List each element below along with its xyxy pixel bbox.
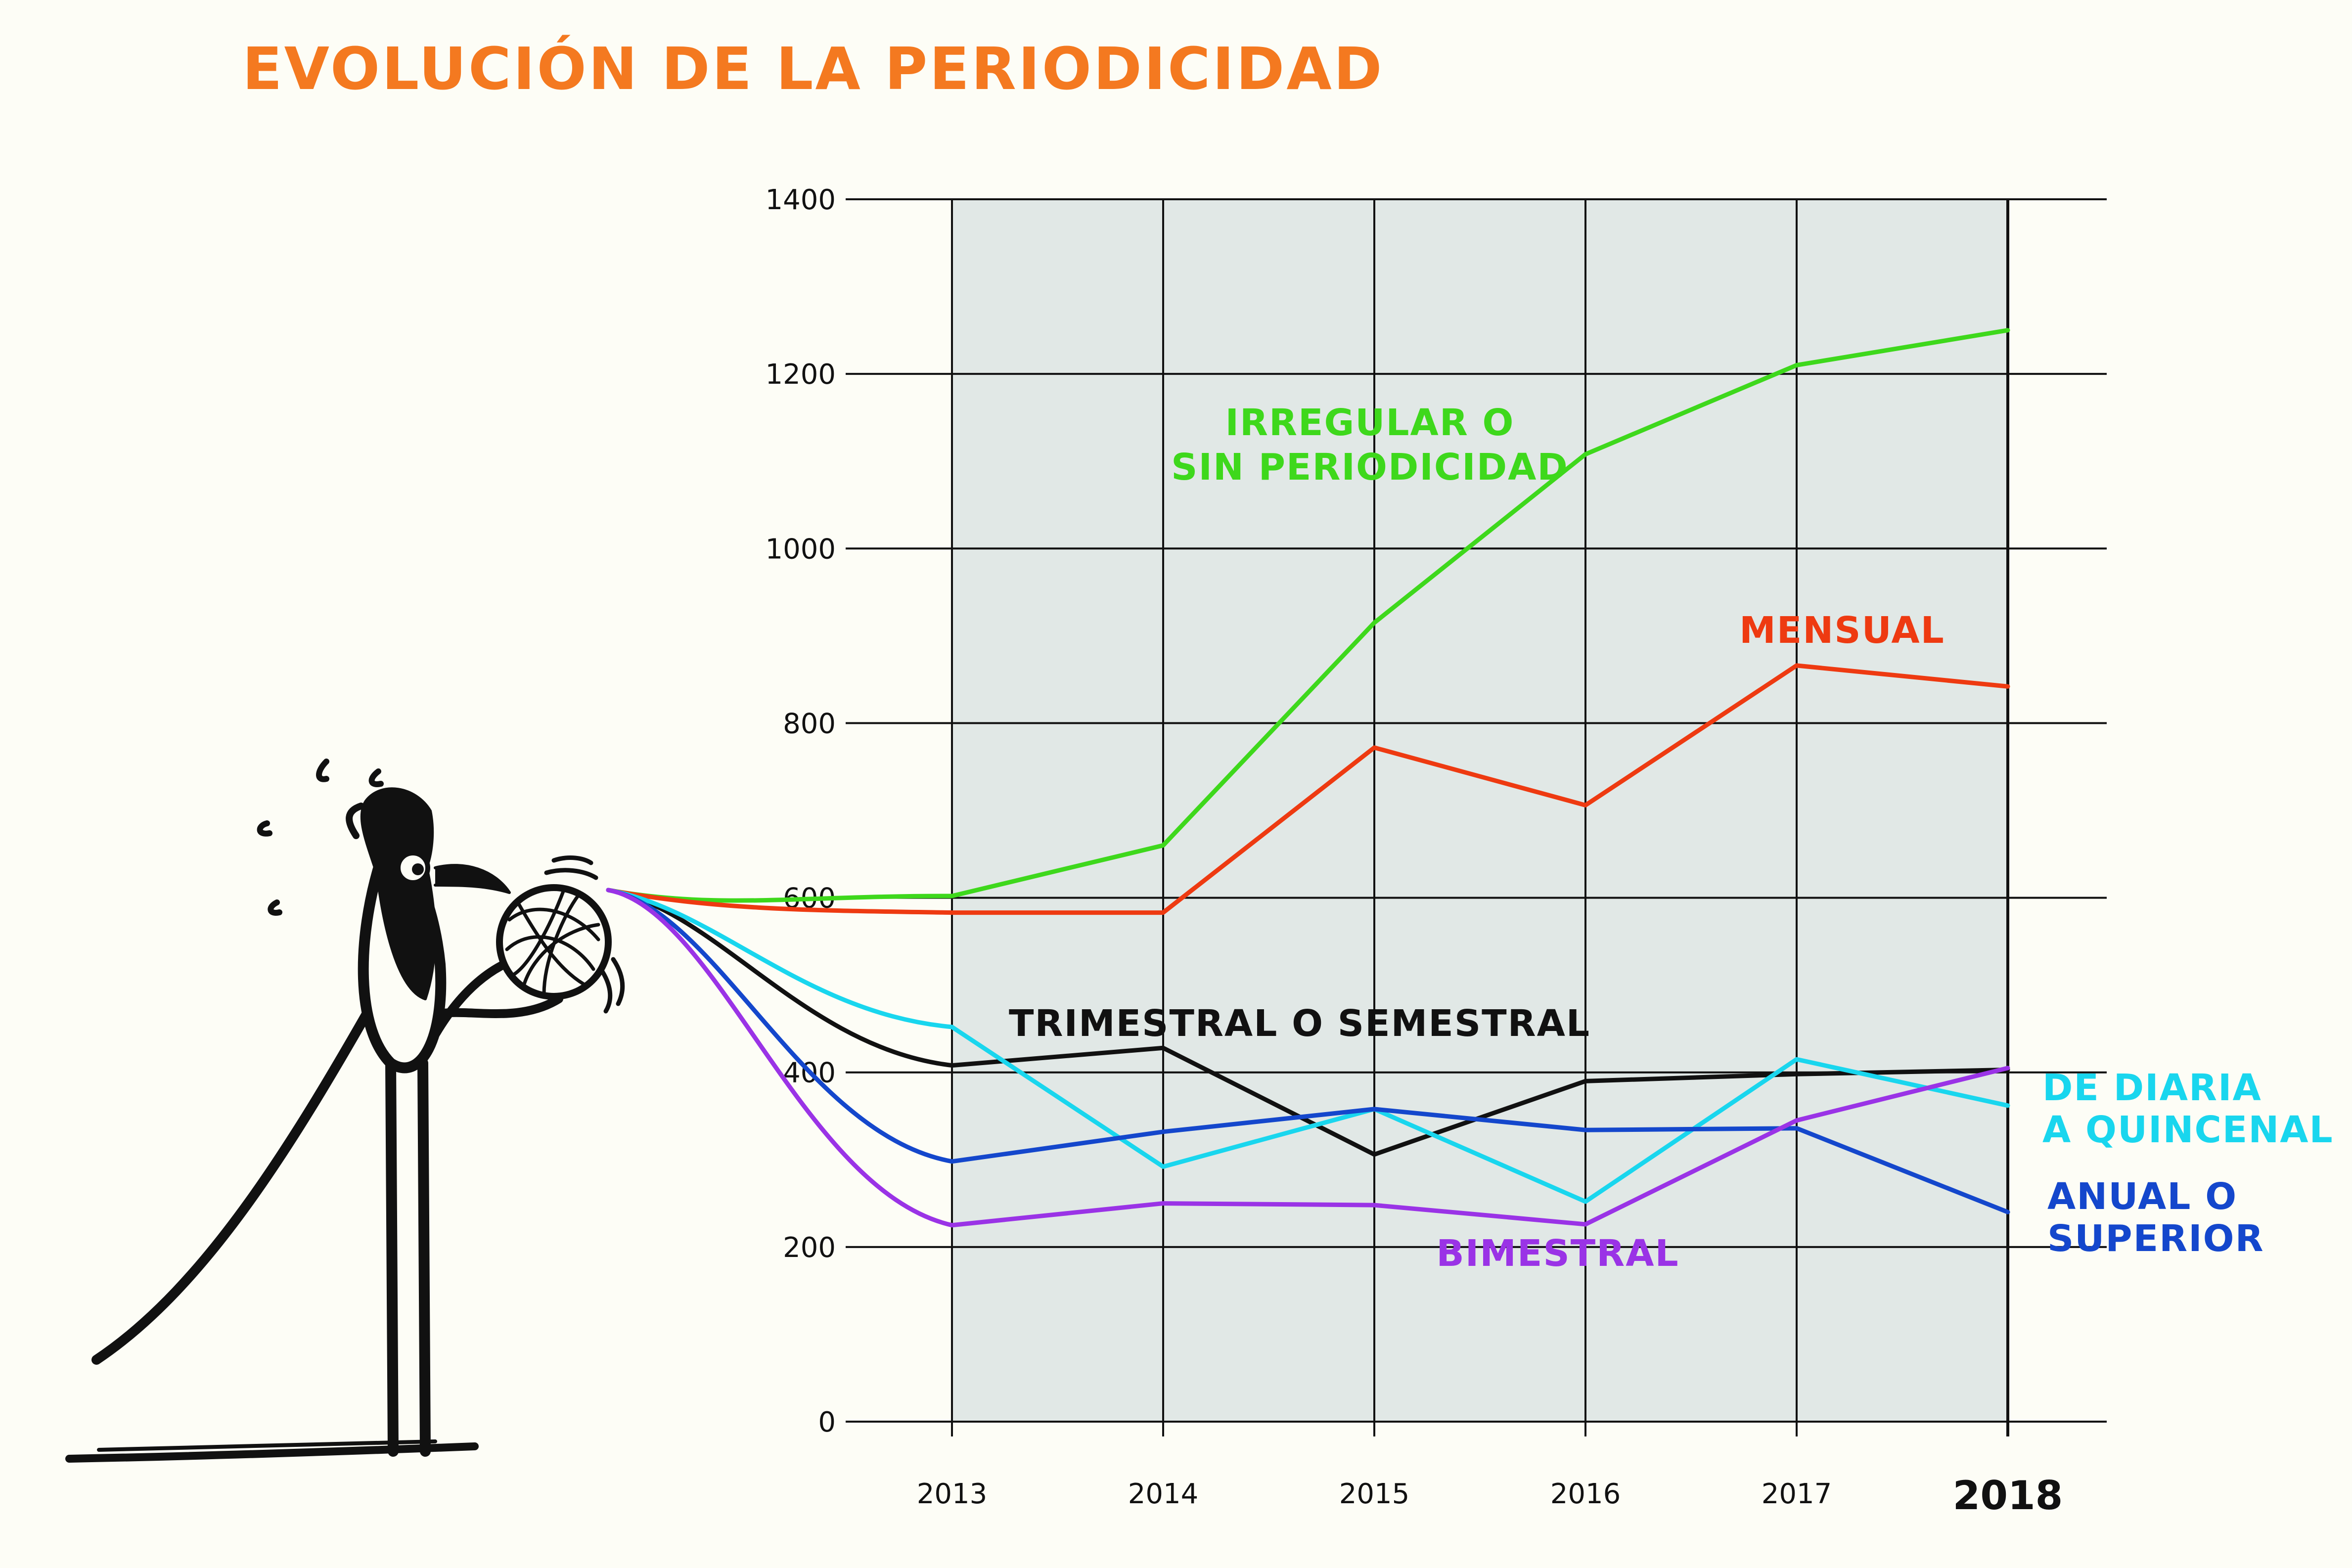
grid <box>846 198 2107 1436</box>
series-point <box>1796 1127 1797 1129</box>
y-tick-label: 1400 <box>765 184 836 216</box>
series-point <box>1585 1080 1586 1082</box>
x-tick-label: 2017 <box>1762 1478 1832 1510</box>
series-label: DE DIARIA A QUINCENAL <box>2042 1067 2334 1151</box>
series-line <box>950 1066 2010 1228</box>
series-label: ANUAL O SUPERIOR <box>2047 1175 2264 1260</box>
series-label: MENSUAL <box>1739 609 1945 652</box>
series-point <box>1163 1047 1164 1049</box>
series-point <box>951 1161 952 1162</box>
series-labels: IRREGULAR O SIN PERIODICIDAD MENSUAL TRIMES… <box>1009 402 2334 1275</box>
series-point <box>951 1026 952 1028</box>
y-tick-label: 800 <box>783 708 836 740</box>
x-tick-label: 2016 <box>1550 1478 1621 1510</box>
series-point <box>2007 1067 2008 1069</box>
series-label: IRREGULAR O SIN PERIODICIDAD <box>1171 402 1569 489</box>
series-point <box>1163 912 1164 913</box>
series-point <box>1796 665 1797 666</box>
y-tick-label: 1000 <box>765 533 836 565</box>
series-line <box>950 328 2010 898</box>
series-label: TRIMESTRAL O SEMESTRAL <box>1009 1002 1590 1045</box>
series-line <box>950 1107 2010 1214</box>
series-point <box>2007 329 2008 331</box>
yarn-strands <box>606 888 954 1228</box>
series-point <box>1163 845 1164 846</box>
series-point <box>1796 1120 1797 1121</box>
series-point <box>1796 364 1797 366</box>
series-point <box>2007 1211 2008 1213</box>
series-point <box>1585 805 1586 806</box>
series-point <box>951 912 952 913</box>
yarn-strand <box>606 888 954 1030</box>
series-point <box>1585 1129 1586 1131</box>
series-point <box>1374 747 1375 748</box>
yarn-strand <box>606 888 954 915</box>
series-line <box>950 1025 2010 1204</box>
series-line <box>950 663 2010 915</box>
y-tick-label: 0 <box>818 1406 836 1438</box>
series-point <box>1374 622 1375 624</box>
series-point <box>2007 1105 2008 1106</box>
series-point <box>1796 1074 1797 1075</box>
series-point <box>1585 1201 1586 1203</box>
series-point <box>1585 453 1586 455</box>
y-tick-label: 200 <box>783 1232 836 1264</box>
series-point <box>1163 1203 1164 1204</box>
series-point <box>1163 1166 1164 1167</box>
series-label: BIMESTRAL <box>1436 1232 1679 1275</box>
bird-winding-yarn-icon <box>65 759 625 1463</box>
series-point <box>951 1065 952 1066</box>
x-tick-label: 2013 <box>917 1478 988 1510</box>
chart-title: EVOLUCIÓN DE LA PERIODICIDAD <box>242 35 1384 103</box>
yarn-strand <box>606 888 954 1228</box>
series-point <box>1163 1131 1164 1132</box>
series-point <box>1374 1205 1375 1206</box>
series-point <box>1374 1108 1375 1110</box>
series-point <box>1585 1223 1586 1225</box>
series-point <box>2007 686 2008 687</box>
y-tick-label: 1200 <box>765 358 836 391</box>
x-tick-label: 2015 <box>1339 1478 1410 1510</box>
plot-band <box>952 199 2008 1422</box>
series-point <box>1796 1059 1797 1060</box>
series-lines <box>950 328 2010 1228</box>
series-point <box>1374 1154 1375 1155</box>
x-tick-label: 2014 <box>1128 1478 1199 1510</box>
series-point <box>951 1224 952 1226</box>
yarn-strand <box>606 888 954 1164</box>
x-tick-label: 2018 <box>1953 1473 2063 1519</box>
